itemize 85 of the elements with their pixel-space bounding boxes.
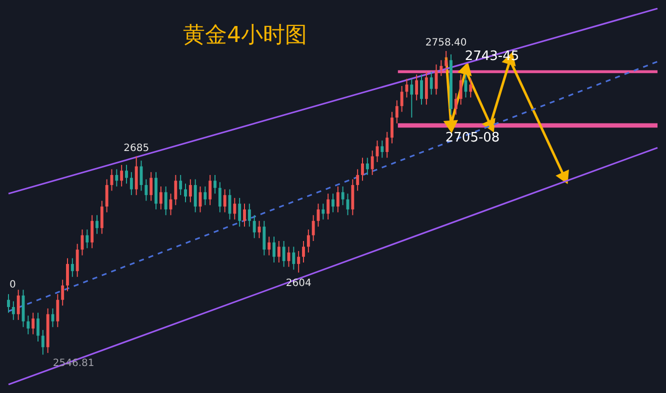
candlestick [306, 229, 310, 253]
candlestick [454, 92, 458, 116]
candlestick [70, 258, 74, 278]
candlestick [86, 229, 89, 249]
candlestick [125, 164, 128, 184]
candlestick [459, 74, 462, 106]
candlestick [312, 214, 315, 242]
candlestick [214, 174, 216, 194]
candlestick [297, 250, 300, 274]
candlestick [332, 193, 334, 213]
candlestick [115, 168, 118, 187]
candlestick [218, 182, 222, 213]
candlestick [32, 312, 35, 335]
candlestick [395, 100, 398, 124]
annotation: 2685 [124, 142, 150, 154]
candlestick [380, 140, 384, 158]
candlestick [96, 214, 98, 234]
candlestick [130, 172, 133, 196]
candlestick [386, 131, 389, 158]
candlestick [159, 186, 162, 210]
annotation: 2604 [286, 278, 312, 290]
candlestick [292, 246, 296, 270]
candlestick [41, 329, 44, 356]
candlestick [76, 243, 79, 278]
candlestick [444, 50, 448, 72]
candlestick [272, 236, 276, 264]
candlestick [164, 186, 168, 216]
candlestick [262, 220, 266, 256]
candlestick [420, 74, 423, 106]
text: 2758.40 [425, 38, 467, 49]
candlestick [268, 236, 271, 256]
candlestick [7, 294, 10, 314]
annotation: 0 [10, 280, 16, 291]
candlestick [90, 214, 94, 249]
candlestick [12, 300, 15, 320]
candlestick [188, 178, 192, 203]
candlestick [370, 150, 374, 176]
candlestick [144, 178, 148, 202]
candlestick [61, 279, 64, 306]
candlestick [366, 157, 369, 176]
candlestick [326, 193, 330, 220]
candlestick [120, 164, 124, 187]
candlestick [184, 183, 187, 203]
candlestick [56, 294, 60, 328]
candlestick [302, 240, 305, 264]
candlestick [66, 258, 69, 292]
candlestick [440, 60, 443, 76]
candlestick [336, 186, 340, 213]
candlestick [223, 188, 226, 213]
band-label: 2705-08 [445, 130, 500, 146]
candlestick [179, 174, 182, 196]
point [483, 118, 496, 132]
candlestick [105, 178, 108, 213]
candlestick [194, 178, 197, 213]
candlestick [150, 172, 153, 202]
candlestick [233, 197, 236, 220]
candlestick [390, 111, 394, 144]
candlestick [361, 157, 364, 182]
candlestick [134, 156, 138, 196]
point [444, 120, 458, 132]
candlestick [243, 203, 246, 228]
candlestick [430, 71, 433, 96]
candlestick [469, 78, 472, 98]
candlestick [400, 85, 404, 112]
candlestick [282, 240, 286, 268]
candlestick [204, 186, 207, 206]
candlestick [322, 203, 325, 220]
candlestick [16, 289, 20, 320]
candlestick [174, 174, 178, 206]
candlestick [424, 71, 428, 106]
candlestick [356, 168, 360, 192]
candlestick [277, 240, 280, 264]
candlestick [26, 315, 30, 335]
candlestick [248, 203, 251, 228]
candlestick [100, 200, 104, 234]
candlestick [238, 197, 242, 228]
candlestick [410, 78, 414, 118]
candlestick [36, 312, 40, 342]
candlestick [252, 214, 256, 239]
candlestick [208, 174, 212, 206]
candlestick [341, 186, 344, 206]
candlestick [415, 74, 418, 101]
chart-title: 黄金4小时图 [183, 22, 307, 50]
point [556, 170, 569, 184]
point [458, 63, 472, 76]
